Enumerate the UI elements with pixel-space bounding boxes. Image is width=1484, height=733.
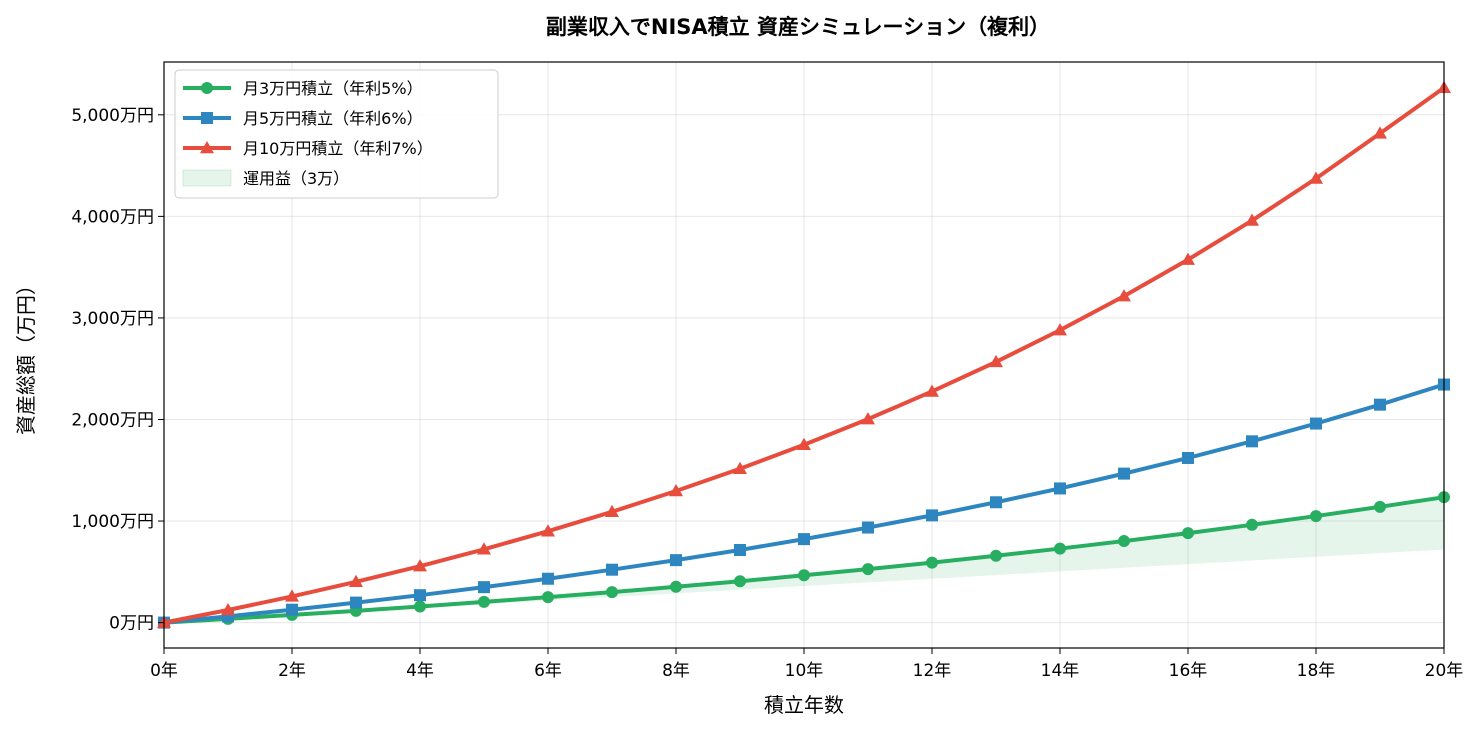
x-axis-ticks: 0年 2年 4年 6年 8年 10年 12年 14年 16年 18年 20年 [150, 648, 1463, 681]
data-point-marker [990, 549, 1002, 562]
x-tick-label: 8年 [662, 661, 690, 681]
data-point-marker [926, 556, 938, 569]
data-point-marker [798, 533, 810, 546]
data-point-marker [1118, 535, 1130, 548]
x-tick-label: 10年 [785, 661, 824, 681]
data-point-marker [1181, 252, 1195, 265]
data-point-marker [221, 603, 235, 616]
series-2 [158, 378, 1450, 629]
data-point-marker [989, 354, 1003, 368]
data-point-marker [477, 542, 491, 555]
series-3 [157, 80, 1451, 628]
data-point-marker [733, 461, 747, 474]
data-point-marker [286, 603, 298, 616]
data-point-marker [1374, 398, 1386, 411]
data-point-marker [925, 384, 939, 397]
profit-fill-area [164, 497, 1444, 623]
data-point-marker [1374, 500, 1386, 513]
data-point-marker [201, 112, 213, 124]
data-point-marker [413, 559, 427, 572]
data-point-marker [201, 82, 213, 94]
x-tick-label: 0年 [150, 661, 178, 681]
data-point-marker [349, 574, 363, 588]
x-tick-label: 12年 [913, 661, 952, 681]
legend-label: 月3万円積立（年利5%） [243, 79, 423, 98]
y-tick-label: 1,000万円 [71, 512, 154, 532]
legend-label: 月5万円積立（年利6%） [243, 109, 423, 128]
legend: 月3万円積立（年利5%） 月5万円積立（年利6%） 月10万円積立（年利7%） 運用益… [174, 69, 499, 199]
data-point-marker [1246, 518, 1258, 531]
fill-area-layer [164, 497, 1444, 623]
x-tick-label: 18年 [1297, 661, 1336, 681]
data-point-marker [1246, 435, 1258, 448]
data-point-marker [606, 563, 618, 576]
data-point-marker [1117, 289, 1131, 302]
legend-item: 月10万円積立（年利7%） [183, 139, 433, 158]
data-point-marker [862, 563, 874, 576]
x-tick-label: 4年 [406, 661, 434, 681]
data-point-marker [1310, 417, 1322, 430]
data-point-marker [414, 589, 426, 602]
data-point-marker [1373, 126, 1387, 139]
legend-item: 月3万円積立（年利5%） [183, 79, 423, 98]
legend-item: 運用益（3万） [182, 169, 349, 188]
legend-label: 月10万円積立（年利7%） [243, 139, 433, 158]
data-point-marker [1054, 482, 1066, 495]
data-point-marker [606, 586, 618, 599]
chart-title: 副業収入でNISA積立 資産シミュレーション（複利） [546, 15, 1050, 39]
series-layer [157, 80, 1451, 629]
y-axis-ticks: 0万円 1,000万円 2,000万円 3,000万円 4,000万円 5,000万円 [71, 106, 164, 634]
data-point-marker [285, 589, 299, 602]
data-point-marker [926, 509, 938, 522]
legend-label: 運用益（3万） [243, 169, 349, 188]
x-axis-label: 積立年数 [764, 693, 844, 717]
data-point-marker [542, 572, 554, 585]
data-point-marker [734, 575, 746, 588]
x-tick-label: 6年 [534, 661, 562, 681]
data-point-marker [1310, 510, 1322, 523]
data-point-marker [478, 595, 490, 608]
y-tick-label: 4,000万円 [71, 207, 154, 227]
y-tick-label: 3,000万円 [71, 309, 154, 329]
data-point-marker [990, 496, 1002, 509]
data-point-marker [1182, 451, 1194, 464]
data-point-marker [478, 581, 490, 594]
data-point-marker [734, 543, 746, 556]
series-1 [158, 491, 1450, 629]
data-point-marker [1118, 467, 1130, 480]
x-tick-label: 16年 [1169, 661, 1208, 681]
data-point-marker [798, 569, 810, 582]
legend-fill-swatch [182, 169, 232, 187]
data-point-marker [1054, 542, 1066, 555]
data-point-marker [669, 483, 683, 497]
y-tick-label: 2,000万円 [71, 410, 154, 430]
data-point-marker [670, 554, 682, 567]
data-point-marker [605, 504, 619, 518]
x-tick-label: 20年 [1425, 661, 1464, 681]
data-point-marker [350, 596, 362, 609]
y-tick-label: 5,000万円 [71, 106, 154, 126]
x-tick-label: 14年 [1041, 661, 1080, 681]
data-point-marker [861, 412, 875, 425]
data-point-marker [862, 521, 874, 534]
legend-item: 月5万円積立（年利6%） [183, 109, 423, 128]
data-point-marker [1053, 323, 1067, 336]
data-point-marker [670, 580, 682, 593]
legend-box [174, 69, 499, 199]
data-point-marker [1309, 171, 1323, 184]
data-point-marker [1182, 527, 1194, 540]
data-point-marker [797, 437, 811, 451]
y-tick-label: 0万円 [109, 614, 154, 634]
y-axis-label: 資産総額（万円） [14, 275, 38, 435]
data-point-marker [1245, 213, 1259, 226]
data-point-marker [200, 141, 214, 154]
data-point-marker [414, 600, 426, 613]
data-point-marker [541, 524, 555, 537]
data-point-marker [542, 591, 554, 604]
x-tick-label: 2年 [278, 661, 306, 681]
